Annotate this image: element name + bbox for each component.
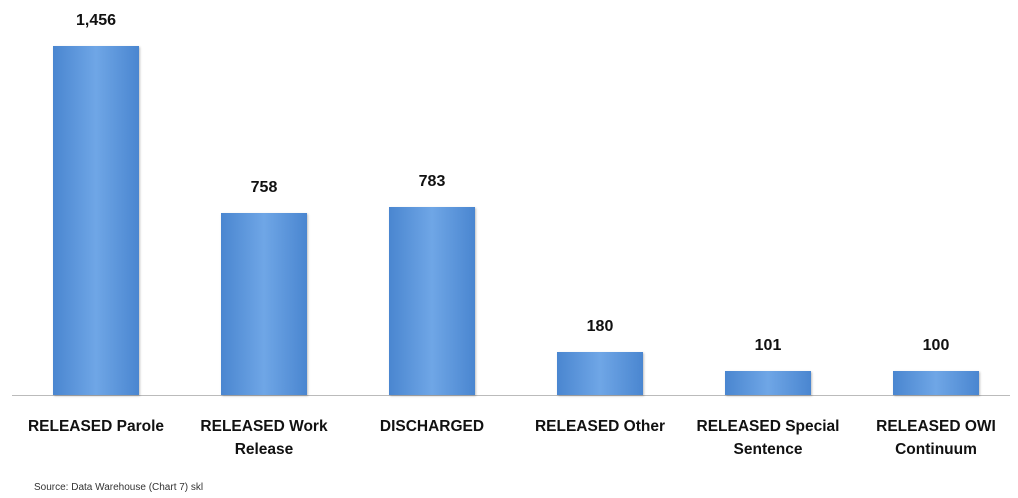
- x-tick-label: RELEASED Work Release: [200, 418, 328, 458]
- bar: [221, 213, 307, 395]
- bar: [53, 46, 139, 395]
- x-tick-label: RELEASED Parole: [27, 418, 165, 435]
- bar: [893, 371, 979, 395]
- data-label: 758: [250, 179, 278, 197]
- data-label: 101: [754, 336, 782, 354]
- axis-line: [12, 395, 1010, 396]
- bar: [389, 207, 475, 395]
- bar: [725, 370, 811, 395]
- data-label: 1,456: [75, 12, 117, 29]
- x-tick-label: RELEASED Other: [534, 418, 666, 435]
- x-tick-label: RELEASED Special Sentence: [696, 418, 840, 458]
- source-note: Source: Data Warehouse (Chart 7) skl: [34, 482, 204, 493]
- bar: [557, 351, 643, 395]
- data-label: 100: [922, 337, 950, 355]
- data-label: 783: [418, 173, 446, 191]
- x-tick-label: RELEASED OWI Continuum: [876, 418, 996, 458]
- x-tick-label: DISCHARGED: [379, 418, 485, 435]
- data-label: 180: [586, 317, 614, 335]
